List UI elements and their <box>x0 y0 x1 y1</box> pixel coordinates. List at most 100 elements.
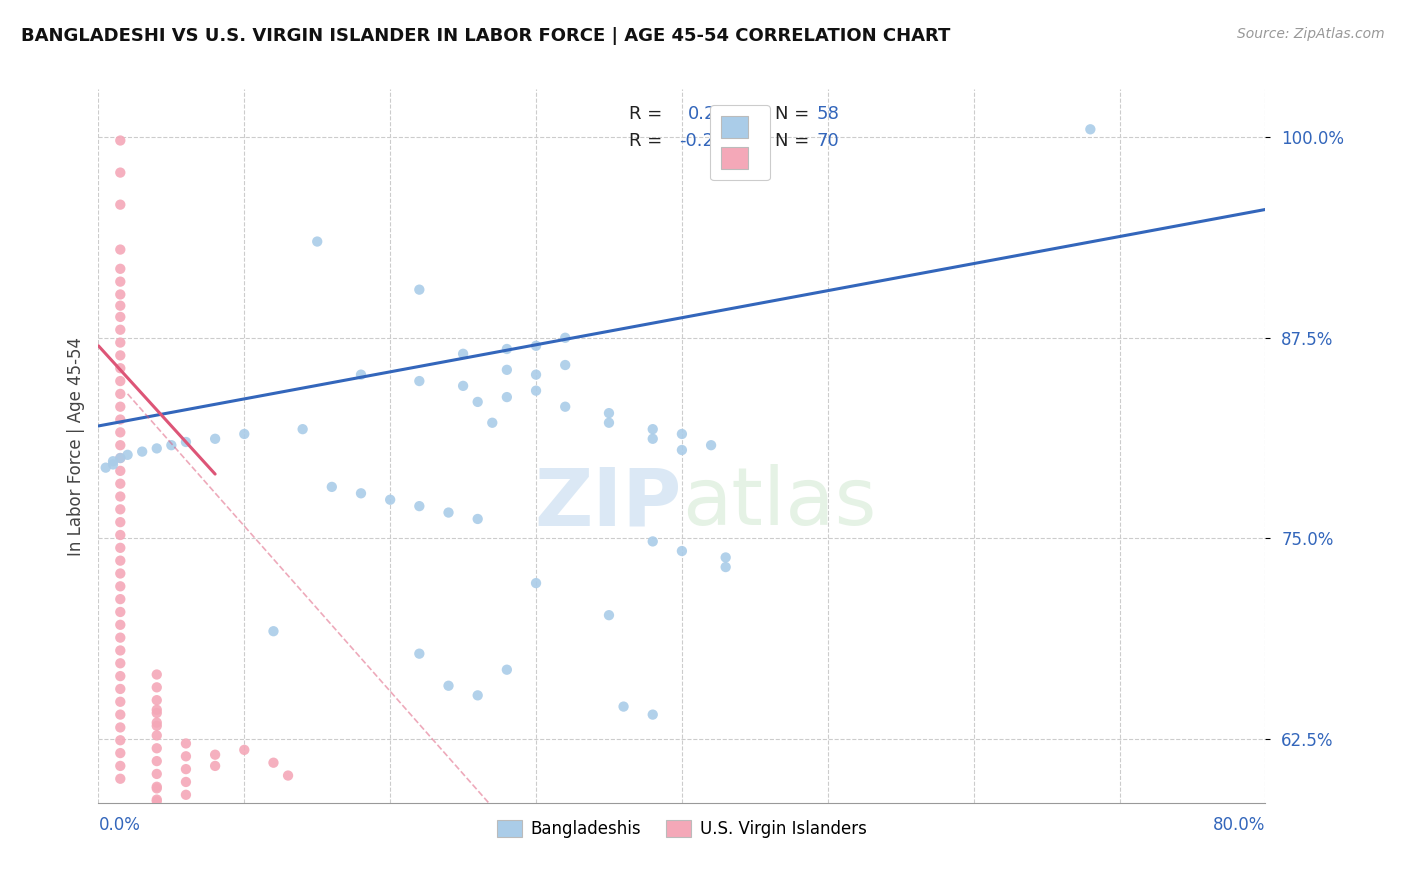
Point <box>204 747 226 762</box>
Text: BANGLADESHI VS U.S. VIRGIN ISLANDER IN LABOR FORCE | AGE 45-54 CORRELATION CHART: BANGLADESHI VS U.S. VIRGIN ISLANDER IN L… <box>21 27 950 45</box>
Text: R =: R = <box>630 132 668 150</box>
Point <box>110 450 132 465</box>
Point <box>110 541 132 555</box>
Point <box>110 438 132 452</box>
Text: N =: N = <box>775 132 815 150</box>
Point <box>110 566 132 581</box>
Point <box>146 780 169 794</box>
Point <box>437 506 460 520</box>
Point <box>321 480 343 494</box>
Point <box>233 860 256 874</box>
Point <box>714 560 737 574</box>
Point <box>1080 122 1102 136</box>
Point <box>146 767 169 781</box>
Point <box>110 528 132 542</box>
Point <box>496 342 519 356</box>
Point <box>554 331 576 345</box>
Point <box>101 454 124 468</box>
Point <box>110 490 132 504</box>
Point <box>467 395 489 409</box>
Point <box>110 261 132 276</box>
Point <box>204 759 226 773</box>
Point <box>291 422 314 436</box>
Point <box>110 605 132 619</box>
Point <box>174 788 197 802</box>
Point <box>146 693 169 707</box>
Point <box>110 502 132 516</box>
Point <box>110 299 132 313</box>
Point <box>146 667 169 681</box>
Point <box>110 275 132 289</box>
Point <box>110 287 132 301</box>
Text: ZIP: ZIP <box>534 464 682 542</box>
Point <box>110 592 132 607</box>
Point <box>146 719 169 733</box>
Point <box>110 387 132 401</box>
Point <box>408 499 430 513</box>
Point <box>481 416 503 430</box>
Point <box>146 741 169 756</box>
Point <box>524 339 547 353</box>
Y-axis label: In Labor Force | Age 45-54: In Labor Force | Age 45-54 <box>66 336 84 556</box>
Point <box>671 442 693 457</box>
Point <box>641 534 664 549</box>
Point <box>146 781 169 796</box>
Point <box>496 390 519 404</box>
Point <box>598 416 620 430</box>
Point <box>174 435 197 450</box>
Point <box>117 448 139 462</box>
Point <box>146 754 169 768</box>
Point <box>101 458 124 472</box>
Point <box>146 728 169 742</box>
Point <box>160 807 183 822</box>
Point <box>350 486 373 500</box>
Point <box>307 235 329 249</box>
Point <box>110 476 132 491</box>
Text: 58: 58 <box>815 105 839 123</box>
Point <box>598 608 620 623</box>
Point <box>110 361 132 376</box>
Point <box>110 400 132 414</box>
Point <box>451 347 474 361</box>
Point <box>146 794 169 808</box>
Text: 70: 70 <box>815 132 839 150</box>
Point <box>110 450 132 465</box>
Point <box>146 715 169 730</box>
Point <box>714 550 737 565</box>
Point <box>671 427 693 442</box>
Point <box>437 679 460 693</box>
Point <box>174 762 197 776</box>
Point <box>408 283 430 297</box>
Point <box>160 438 183 452</box>
Point <box>110 374 132 388</box>
Point <box>146 442 169 456</box>
Point <box>380 492 402 507</box>
Point <box>146 703 169 717</box>
Point <box>204 432 226 446</box>
Point <box>146 792 169 806</box>
Point <box>110 310 132 324</box>
Point <box>641 432 664 446</box>
Text: Source: ZipAtlas.com: Source: ZipAtlas.com <box>1237 27 1385 41</box>
Point <box>110 197 132 211</box>
Point <box>554 400 576 414</box>
Point <box>262 624 284 639</box>
Point <box>408 647 430 661</box>
Point <box>110 746 132 760</box>
Point <box>110 464 132 478</box>
Point <box>110 772 132 786</box>
Point <box>110 631 132 645</box>
Point <box>146 706 169 720</box>
Point <box>641 422 664 436</box>
Point <box>110 323 132 337</box>
Point <box>700 438 723 452</box>
Point <box>146 681 169 695</box>
Point <box>451 379 474 393</box>
Text: atlas: atlas <box>682 464 876 542</box>
Point <box>110 759 132 773</box>
Point <box>467 512 489 526</box>
Point <box>110 695 132 709</box>
Point <box>110 425 132 440</box>
Point <box>174 775 197 789</box>
Point <box>524 368 547 382</box>
